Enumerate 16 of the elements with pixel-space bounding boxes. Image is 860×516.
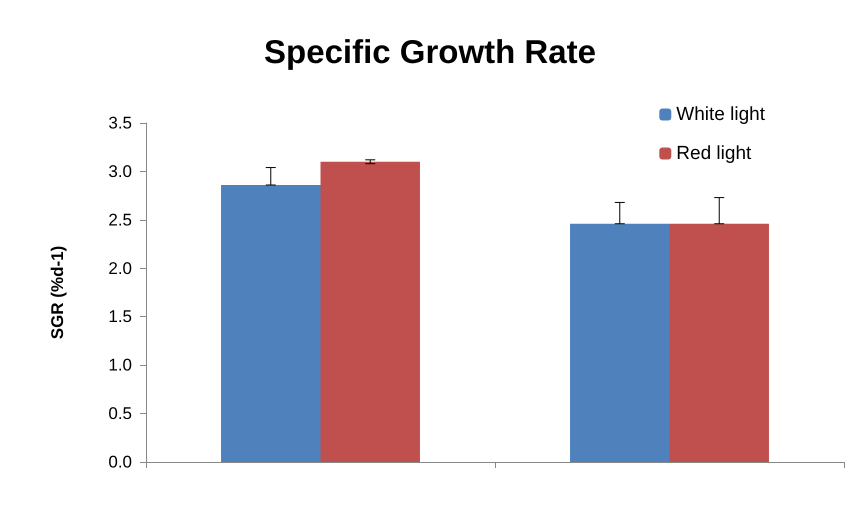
legend-label: Red light [676,143,752,164]
y-tick-label: 0.5 [108,404,132,424]
y-tick-label: 0.0 [108,452,132,472]
y-tick-label: 2.5 [108,210,132,230]
bar [570,224,670,462]
y-tick-label: 1.0 [108,356,132,375]
bar [320,162,420,462]
y-tick-label: 2.0 [108,258,132,278]
bar [221,184,320,462]
y-tick-label: 3.0 [108,162,132,181]
legend-label: White light [676,104,766,125]
bar [670,224,769,462]
y-axis-title: SGR (%d-1) [48,246,67,340]
chart-title: Specific Growth Rate [264,33,596,70]
y-tick-label: 3.5 [108,114,132,132]
y-tick-label: 1.5 [108,307,132,326]
